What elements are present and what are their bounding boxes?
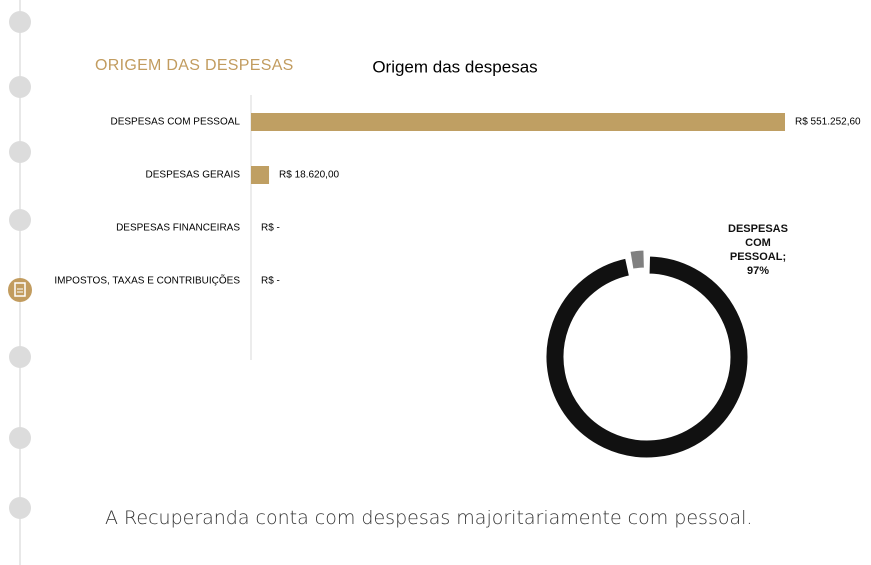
- category-label: DESPESAS COM PESSOAL: [111, 117, 241, 128]
- bar: [251, 166, 270, 184]
- value-label: R$ -: [261, 276, 280, 287]
- category-label: IMPOSTOS, TAXAS E CONTRIBUIÇÕES: [54, 274, 240, 287]
- icon-circle[interactable]: [8, 278, 32, 302]
- value-label: R$ 551.252,60: [795, 117, 861, 128]
- timeline-dot: [9, 76, 31, 98]
- timeline-dot: [9, 346, 31, 368]
- value-label: R$ -: [261, 223, 280, 234]
- donut-slice: [545, 255, 749, 459]
- value-label: R$ 18.620,00: [279, 170, 339, 181]
- donut-slice: [629, 249, 645, 270]
- timeline-dot: [9, 141, 31, 163]
- icon-doc[interactable]: [14, 282, 26, 297]
- timeline-dot: [9, 11, 31, 33]
- category-label: DESPESAS FINANCEIRAS: [116, 223, 240, 234]
- timeline-dot: [9, 209, 31, 231]
- section-heading: ORIGEM DAS DESPESAS: [95, 57, 294, 74]
- category-label: DESPESAS GERAIS: [146, 170, 241, 181]
- donut-data-label: DESPESAS COM PESSOAL; 97%: [728, 223, 788, 277]
- chart-title: Origem das despesas: [372, 57, 537, 76]
- timeline-icon[interactable]: [8, 278, 32, 302]
- bar: [251, 113, 785, 131]
- timeline-dot: [9, 497, 31, 519]
- caption: A Recuperanda conta com despesas majorit…: [105, 507, 753, 529]
- timeline-dot: [9, 427, 31, 449]
